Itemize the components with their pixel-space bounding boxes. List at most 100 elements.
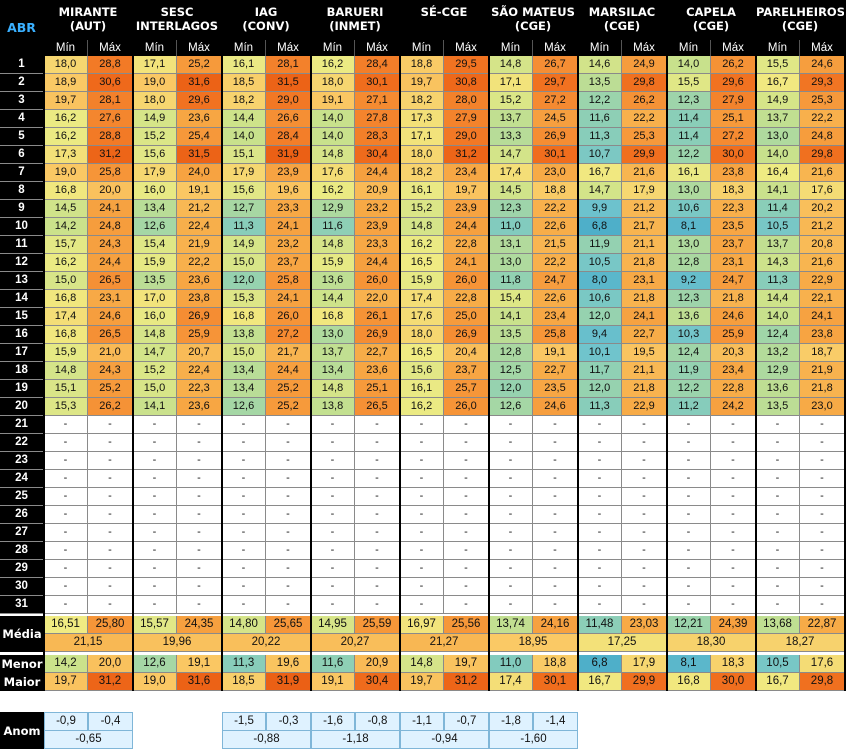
max-temp-cell: 26,9 bbox=[444, 326, 489, 344]
min-temp-cell: 15,9 bbox=[133, 254, 177, 272]
min-temp-cell: 17,9 bbox=[222, 164, 266, 182]
max-temp-cell: 22,1 bbox=[800, 290, 845, 308]
min-temp-cell: 15,0 bbox=[222, 254, 266, 272]
max-temp-cell: 25,0 bbox=[444, 308, 489, 326]
menor-max-value: 19,7 bbox=[444, 655, 489, 673]
max-temp-cell: 24,1 bbox=[622, 308, 667, 326]
min-temp-cell: 13,2 bbox=[756, 344, 800, 362]
min-temp-cell: 17,6 bbox=[311, 164, 355, 182]
min-temp-cell: - bbox=[311, 524, 355, 542]
max-temp-cell: 23,1 bbox=[622, 272, 667, 290]
max-temp-cell: 21,6 bbox=[622, 164, 667, 182]
max-temp-cell: - bbox=[711, 524, 756, 542]
anom-max-value: -0,4 bbox=[88, 712, 133, 731]
min-temp-cell: 12,8 bbox=[489, 344, 533, 362]
min-column-header: Mín bbox=[311, 40, 355, 56]
station-name: SÃO MATEUS bbox=[491, 5, 575, 19]
min-temp-cell: 14,9 bbox=[756, 92, 800, 110]
day-label: 6 bbox=[0, 146, 44, 164]
max-temp-cell: 29,3 bbox=[800, 74, 845, 92]
station-header: IAG (CONV) bbox=[222, 0, 311, 40]
max-temp-cell: 17,9 bbox=[622, 182, 667, 200]
min-temp-cell: - bbox=[133, 416, 177, 434]
min-temp-cell: - bbox=[667, 488, 711, 506]
max-temp-cell: 26,9 bbox=[177, 308, 222, 326]
min-temp-cell: 13,3 bbox=[489, 128, 533, 146]
media-min-value: 14,80 bbox=[222, 616, 266, 634]
max-temp-cell: 28,8 bbox=[88, 128, 133, 146]
max-temp-cell: - bbox=[355, 524, 400, 542]
min-temp-cell: 18,5 bbox=[222, 74, 266, 92]
min-temp-cell: 12,6 bbox=[133, 218, 177, 236]
media-label: Média bbox=[0, 616, 44, 652]
max-temp-cell: 25,2 bbox=[88, 380, 133, 398]
min-temp-cell: - bbox=[222, 560, 266, 578]
min-temp-cell: - bbox=[578, 470, 622, 488]
min-temp-cell: 16,2 bbox=[44, 254, 88, 272]
max-temp-cell: 29,9 bbox=[622, 146, 667, 164]
media-combined-value: 18,27 bbox=[756, 634, 845, 652]
anom-label: Anom bbox=[0, 712, 44, 749]
day-label: 5 bbox=[0, 128, 44, 146]
max-temp-cell: - bbox=[800, 470, 845, 488]
min-temp-cell: 11,8 bbox=[489, 272, 533, 290]
max-temp-cell: 23,4 bbox=[711, 362, 756, 380]
max-temp-cell: - bbox=[800, 578, 845, 596]
max-temp-cell: 26,0 bbox=[355, 272, 400, 290]
max-temp-cell: - bbox=[266, 416, 311, 434]
min-temp-cell: 15,6 bbox=[222, 182, 266, 200]
min-temp-cell: 10,5 bbox=[578, 254, 622, 272]
max-temp-cell: 31,9 bbox=[266, 146, 311, 164]
max-temp-cell: 24,9 bbox=[622, 56, 667, 74]
max-temp-cell: 24,0 bbox=[177, 164, 222, 182]
min-temp-cell: - bbox=[489, 524, 533, 542]
min-temp-cell: 16,8 bbox=[44, 290, 88, 308]
max-temp-cell: - bbox=[622, 470, 667, 488]
max-temp-cell: - bbox=[355, 452, 400, 470]
maior-label: Maior bbox=[0, 673, 44, 691]
max-temp-cell: 27,2 bbox=[533, 92, 578, 110]
max-temp-cell: 20,2 bbox=[800, 200, 845, 218]
max-temp-cell: 26,5 bbox=[355, 398, 400, 416]
min-temp-cell: 13,4 bbox=[133, 200, 177, 218]
min-temp-cell: - bbox=[311, 488, 355, 506]
day-label: 11 bbox=[0, 236, 44, 254]
max-temp-cell: 26,0 bbox=[266, 308, 311, 326]
day-label: 28 bbox=[0, 542, 44, 560]
max-temp-cell: 21,5 bbox=[533, 236, 578, 254]
menor-max-value: 20,9 bbox=[355, 655, 400, 673]
max-temp-cell: 24,6 bbox=[533, 398, 578, 416]
max-temp-cell: 23,3 bbox=[266, 200, 311, 218]
max-temp-cell: 31,5 bbox=[266, 74, 311, 92]
min-temp-cell: 12,4 bbox=[756, 326, 800, 344]
max-temp-cell: - bbox=[800, 506, 845, 524]
min-temp-cell: - bbox=[400, 488, 444, 506]
max-temp-cell: 24,4 bbox=[88, 254, 133, 272]
max-temp-cell: 25,2 bbox=[177, 56, 222, 74]
min-temp-cell: - bbox=[489, 506, 533, 524]
max-temp-cell: - bbox=[622, 560, 667, 578]
min-temp-cell: 18,0 bbox=[400, 146, 444, 164]
day-label: 22 bbox=[0, 434, 44, 452]
max-temp-cell: - bbox=[800, 560, 845, 578]
min-temp-cell: 17,6 bbox=[400, 308, 444, 326]
maior-min-value: 17,4 bbox=[489, 673, 533, 691]
max-temp-cell: - bbox=[622, 452, 667, 470]
min-temp-cell: - bbox=[756, 488, 800, 506]
min-temp-cell: 16,8 bbox=[44, 326, 88, 344]
min-temp-cell: 13,6 bbox=[756, 380, 800, 398]
min-temp-cell: 14,9 bbox=[222, 236, 266, 254]
min-temp-cell: 18,0 bbox=[44, 56, 88, 74]
max-temp-cell: 21,8 bbox=[711, 290, 756, 308]
maior-max-value: 30,1 bbox=[533, 673, 578, 691]
min-temp-cell: 13,5 bbox=[578, 74, 622, 92]
min-temp-cell: 10,5 bbox=[756, 218, 800, 236]
max-temp-cell: 20,4 bbox=[444, 344, 489, 362]
max-temp-cell: - bbox=[266, 542, 311, 560]
max-temp-cell: 19,5 bbox=[622, 344, 667, 362]
max-temp-cell: 21,7 bbox=[622, 218, 667, 236]
min-temp-cell: 19,1 bbox=[311, 92, 355, 110]
min-temp-cell: - bbox=[400, 416, 444, 434]
max-temp-cell: 24,4 bbox=[355, 254, 400, 272]
max-temp-cell: - bbox=[444, 542, 489, 560]
